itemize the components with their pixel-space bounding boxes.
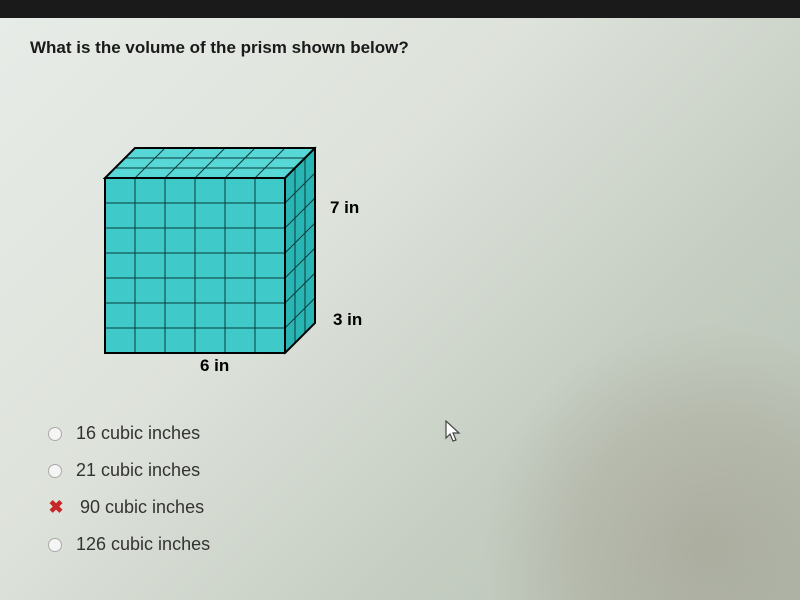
prism-svg (85, 98, 365, 378)
width-label: 6 in (200, 356, 229, 376)
answer-option[interactable]: ✖ 90 cubic inches (48, 497, 770, 518)
answer-list: 16 cubic inches 21 cubic inches ✖ 90 cub… (48, 423, 770, 555)
answer-option[interactable]: 16 cubic inches (48, 423, 770, 444)
prism-side-face (285, 148, 315, 353)
depth-label: 3 in (333, 310, 362, 330)
wrong-x-icon: ✖ (48, 497, 64, 518)
answer-text: 16 cubic inches (76, 423, 200, 444)
answer-text: 126 cubic inches (76, 534, 210, 555)
answer-option[interactable]: 21 cubic inches (48, 460, 770, 481)
window-top-bar (0, 0, 800, 18)
answer-text: 90 cubic inches (80, 497, 204, 518)
answer-option[interactable]: 126 cubic inches (48, 534, 770, 555)
question-text: What is the volume of the prism shown be… (30, 38, 770, 58)
height-label: 7 in (330, 198, 359, 218)
radio-icon (48, 464, 62, 478)
prism-figure: 7 in 3 in 6 in (85, 98, 365, 378)
radio-icon (48, 427, 62, 441)
quiz-content: What is the volume of the prism shown be… (0, 18, 800, 591)
answer-text: 21 cubic inches (76, 460, 200, 481)
radio-icon (48, 538, 62, 552)
